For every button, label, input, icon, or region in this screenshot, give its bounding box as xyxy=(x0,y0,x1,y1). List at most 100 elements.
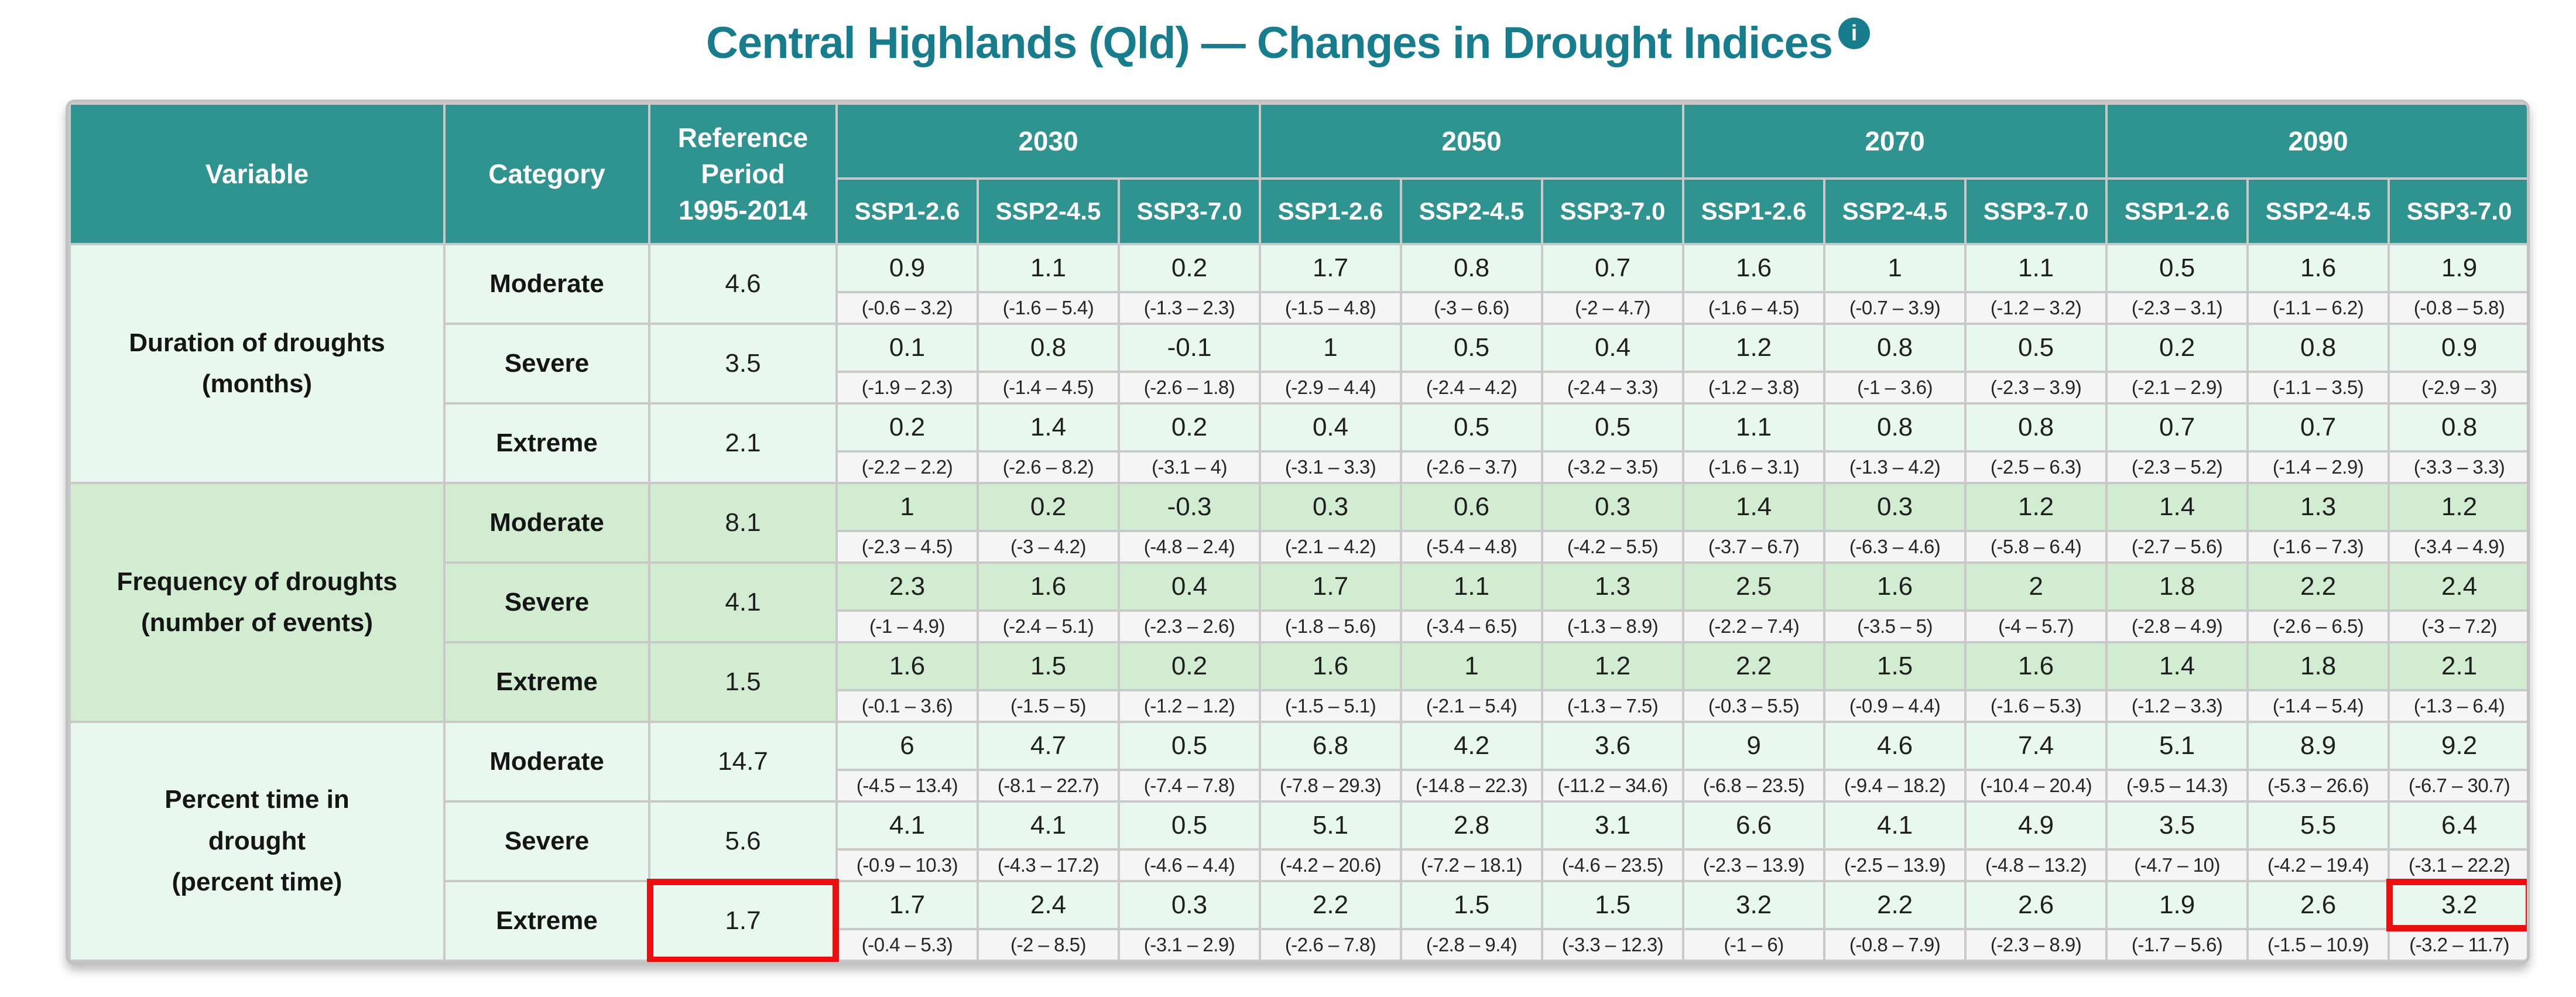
range-cell: (-2.9 – 4.4) xyxy=(1259,371,1403,405)
value-cell: 2.4 xyxy=(977,880,1120,930)
range-cell: (-1 – 3.6) xyxy=(1823,371,1967,405)
ssp-header: SSP3-7.0 xyxy=(2387,177,2527,245)
value-cell: 1.6 xyxy=(977,561,1120,612)
reference-line: Period xyxy=(701,158,785,189)
range-cell: (-1.3 – 2.3) xyxy=(1117,291,1262,325)
category-cell: Moderate xyxy=(443,482,650,564)
range-cell: (-1.7 – 5.6) xyxy=(2105,928,2249,962)
variable-cell: Duration of droughts (months) xyxy=(68,243,446,484)
range-cell: (-2.6 – 7.8) xyxy=(1259,928,1403,962)
value-cell: 1 xyxy=(1259,323,1403,373)
value-cell: 0.5 xyxy=(1400,402,1544,453)
range-cell: (-4.2 – 20.6) xyxy=(1259,848,1403,882)
range-cell: (-3.3 – 3.3) xyxy=(2387,450,2527,484)
range-cell: (-5.3 – 26.6) xyxy=(2246,769,2390,803)
value-cell: 0.5 xyxy=(1964,323,2108,373)
value-cell: 5.1 xyxy=(2105,721,2249,771)
range-cell: (-1.6 – 4.5) xyxy=(1682,291,1826,325)
value-cell: 1.6 xyxy=(1259,641,1403,691)
value-cell: 1.6 xyxy=(1682,243,1826,293)
range-cell: (-2.4 – 4.2) xyxy=(1400,371,1544,405)
ssp-header: SSP2-4.5 xyxy=(2246,177,2390,245)
value-cell: 0.7 xyxy=(1541,243,1685,293)
value-cell: 0.2 xyxy=(1117,641,1262,691)
value-cell: 0.2 xyxy=(977,482,1120,532)
range-cell: (-2.4 – 3.3) xyxy=(1541,371,1685,405)
reference-cell: 1.5 xyxy=(648,641,838,723)
value-cell: 4.6 xyxy=(1823,721,1967,771)
value-cell: 0.2 xyxy=(2105,323,2249,373)
range-cell: (-2.3 – 13.9) xyxy=(1682,848,1826,882)
value-cell: 1.4 xyxy=(2105,641,2249,691)
category-cell: Extreme xyxy=(443,402,650,484)
range-cell: (-2.9 – 3) xyxy=(2387,371,2527,405)
value-cell: 1.8 xyxy=(2105,561,2249,612)
value-cell: 1 xyxy=(835,482,979,532)
value-cell: 1.1 xyxy=(977,243,1120,293)
value-cell: 1.7 xyxy=(1259,561,1403,612)
variable-line: Percent time in xyxy=(165,785,350,814)
range-cell: (-1.3 – 4.2) xyxy=(1823,450,1967,484)
value-cell: 2.2 xyxy=(1823,880,1967,930)
value-cell: 1.9 xyxy=(2105,880,2249,930)
range-cell: (-1.3 – 6.4) xyxy=(2387,689,2527,723)
range-cell: (-4.7 – 10) xyxy=(2105,848,2249,882)
range-cell: (-4.2 – 5.5) xyxy=(1541,530,1685,564)
range-cell: (-5.8 – 6.4) xyxy=(1964,530,2108,564)
highlighted-reference-cell: 1.7 xyxy=(647,879,839,962)
value-cell: 0.5 xyxy=(1117,800,1262,851)
category-cell: Extreme xyxy=(443,641,650,723)
value-cell: 1 xyxy=(1823,243,1967,293)
value-cell: 1.5 xyxy=(1823,641,1967,691)
value-cell: 0.8 xyxy=(2387,402,2527,453)
info-icon[interactable]: i xyxy=(1838,18,1871,49)
range-cell: (-1 – 6) xyxy=(1682,928,1826,962)
range-cell: (-3.5 – 5) xyxy=(1823,609,1967,643)
category-cell: Moderate xyxy=(443,243,650,325)
range-cell: (-1.5 – 10.9) xyxy=(2246,928,2390,962)
value-cell: 0.3 xyxy=(1259,482,1403,532)
value-cell: 1.2 xyxy=(1964,482,2108,532)
range-cell: (-8.1 – 22.7) xyxy=(977,769,1120,803)
value-cell: 0.7 xyxy=(2246,402,2390,453)
range-cell: (-2.8 – 4.9) xyxy=(2105,609,2249,643)
drought-indices-table: Variable Category Reference Period 1995-… xyxy=(66,100,2530,965)
value-cell: 2.4 xyxy=(2387,561,2527,612)
value-cell: 1.1 xyxy=(1964,243,2108,293)
range-cell: (-4.6 – 4.4) xyxy=(1117,848,1262,882)
range-cell: (-0.8 – 5.8) xyxy=(2387,291,2527,325)
range-cell: (-3.4 – 4.9) xyxy=(2387,530,2527,564)
ssp-header: SSP3-7.0 xyxy=(1541,177,1685,245)
value-cell: 0.6 xyxy=(1400,482,1544,532)
range-cell: (-0.6 – 3.2) xyxy=(835,291,979,325)
value-cell: 1.1 xyxy=(1400,561,1544,612)
ssp-header: SSP1-2.6 xyxy=(1682,177,1826,245)
range-cell: (-3.4 – 6.5) xyxy=(1400,609,1544,643)
value-cell: 0.7 xyxy=(2105,402,2249,453)
col-header-category: Category xyxy=(443,102,650,245)
range-cell: (-2.3 – 5.2) xyxy=(2105,450,2249,484)
reference-cell: 4.6 xyxy=(648,243,838,325)
value-cell: 4.9 xyxy=(1964,800,2108,851)
value-cell: 1.6 xyxy=(835,641,979,691)
value-cell: 2.3 xyxy=(835,561,979,612)
range-cell: (-1.2 – 3.3) xyxy=(2105,689,2249,723)
range-cell: (-2 – 4.7) xyxy=(1541,291,1685,325)
value-cell: 2 xyxy=(1964,561,2108,612)
value-cell: 2.2 xyxy=(1259,880,1403,930)
col-header-reference-period: Reference Period 1995-2014 xyxy=(648,102,838,245)
value-cell: 0.5 xyxy=(1400,323,1544,373)
range-cell: (-1.1 – 6.2) xyxy=(2246,291,2390,325)
range-cell: (-2.3 – 2.6) xyxy=(1117,609,1262,643)
category-cell: Moderate xyxy=(443,721,650,803)
ssp-header: SSP2-4.5 xyxy=(977,177,1120,245)
range-cell: (-0.4 – 5.3) xyxy=(835,928,979,962)
data-table: Variable Category Reference Period 1995-… xyxy=(68,102,2527,962)
reference-cell: 14.7 xyxy=(648,721,838,803)
range-cell: (-1.6 – 5.4) xyxy=(977,291,1120,325)
value-cell: 0.3 xyxy=(1823,482,1967,532)
value-cell: 1.4 xyxy=(2105,482,2249,532)
value-cell: 0.5 xyxy=(2105,243,2249,293)
range-cell: (-2.4 – 5.1) xyxy=(977,609,1120,643)
range-cell: (-1.6 – 3.1) xyxy=(1682,450,1826,484)
